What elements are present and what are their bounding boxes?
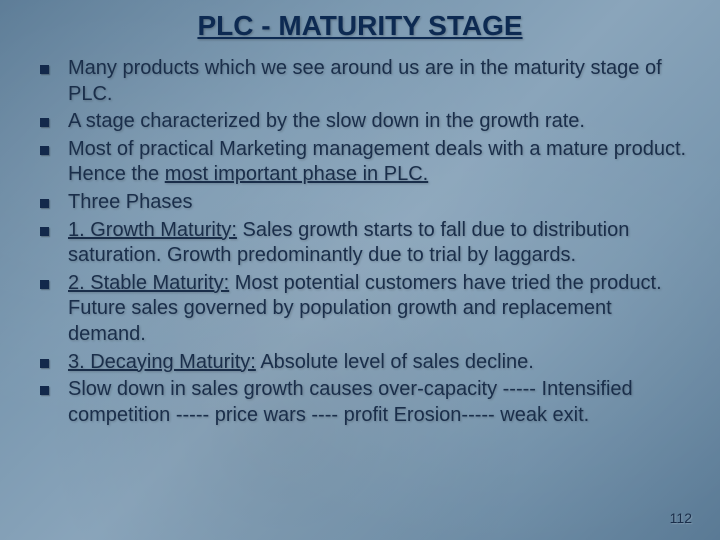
list-item: 1. Growth Maturity: Sales growth starts … xyxy=(30,218,690,269)
text-segment: Many products which we see around us are… xyxy=(68,57,662,105)
text-segment: Three Phases xyxy=(68,191,193,213)
page-number: 112 xyxy=(670,510,692,526)
slide-container: PLC - MATURITY STAGE Many products which… xyxy=(0,0,720,540)
slide-title: PLC - MATURITY STAGE xyxy=(30,10,690,42)
text-segment: 1. Growth Maturity: xyxy=(68,219,237,241)
text-segment: Absolute level of sales decline. xyxy=(256,351,534,373)
list-item: 2. Stable Maturity: Most potential custo… xyxy=(30,271,690,348)
text-segment: most important phase in PLC. xyxy=(165,163,428,185)
list-item: Slow down in sales growth causes over-ca… xyxy=(30,377,690,428)
text-segment: Slow down in sales growth causes over-ca… xyxy=(68,378,633,426)
text-segment: 3. Decaying Maturity: xyxy=(68,351,256,373)
text-segment: A stage characterized by the slow down i… xyxy=(68,110,585,132)
list-item: A stage characterized by the slow down i… xyxy=(30,109,690,135)
list-item: 3. Decaying Maturity: Absolute level of … xyxy=(30,350,690,376)
bullet-list: Many products which we see around us are… xyxy=(30,56,690,428)
list-item: Most of practical Marketing management d… xyxy=(30,137,690,188)
list-item: Many products which we see around us are… xyxy=(30,56,690,107)
list-item: Three Phases xyxy=(30,190,690,216)
text-segment: 2. Stable Maturity: xyxy=(68,272,229,294)
